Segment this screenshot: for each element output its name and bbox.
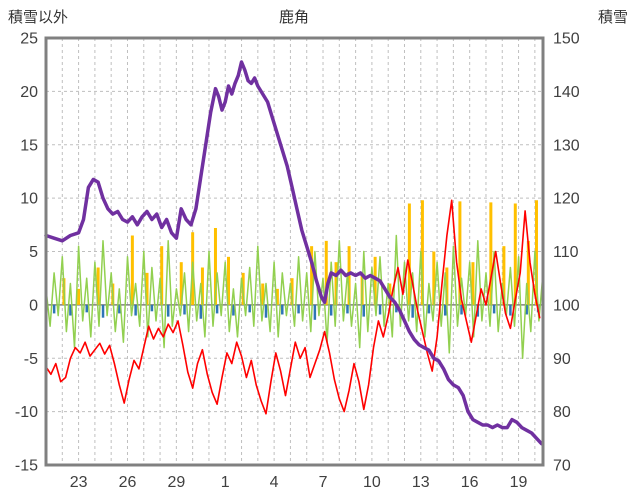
x-tick-label: 10 — [363, 474, 381, 491]
red-line — [45, 199, 541, 415]
x-tick-label: 23 — [70, 474, 88, 491]
right-tick-label: 70 — [553, 458, 571, 475]
right-tick-label: 100 — [553, 297, 580, 314]
right-tick-label: 140 — [553, 84, 580, 101]
purple-line — [44, 60, 544, 446]
left-tick-label: 20 — [20, 84, 38, 101]
left-tick-label: -10 — [15, 404, 38, 421]
left-tick-label: -15 — [15, 458, 38, 475]
x-tick-label: 16 — [461, 474, 479, 491]
x-tick-label: 29 — [167, 474, 185, 491]
right-tick-label: 110 — [553, 244, 579, 261]
right-tick-label: 80 — [553, 404, 571, 421]
right-tick-label: 130 — [553, 137, 580, 154]
left-tick-label: 25 — [20, 31, 38, 48]
left-tick-label: 10 — [20, 191, 38, 208]
left-tick-label: 15 — [20, 137, 38, 154]
plot-frame — [44, 36, 545, 467]
chart-title: 鹿角 — [278, 9, 310, 26]
x-tick-label: 4 — [270, 474, 279, 491]
x-tick-label: 7 — [319, 474, 328, 491]
x-tick-label: 13 — [412, 474, 430, 491]
right-tick-label: 120 — [553, 191, 580, 208]
right-axis-title: 積雪 — [597, 9, 628, 26]
right-tick-label: 90 — [553, 351, 571, 368]
x-tick-label: 1 — [221, 474, 230, 491]
x-tick-label: 19 — [510, 474, 528, 491]
left-axis-title: 積雪以外 — [8, 9, 69, 26]
left-tick-label: -5 — [24, 351, 38, 368]
left-tick-label: 0 — [29, 297, 38, 314]
right-tick-label: 150 — [553, 31, 580, 48]
x-tick-label: 26 — [119, 474, 137, 491]
left-tick-label: 5 — [29, 244, 38, 261]
green-line — [45, 234, 544, 360]
